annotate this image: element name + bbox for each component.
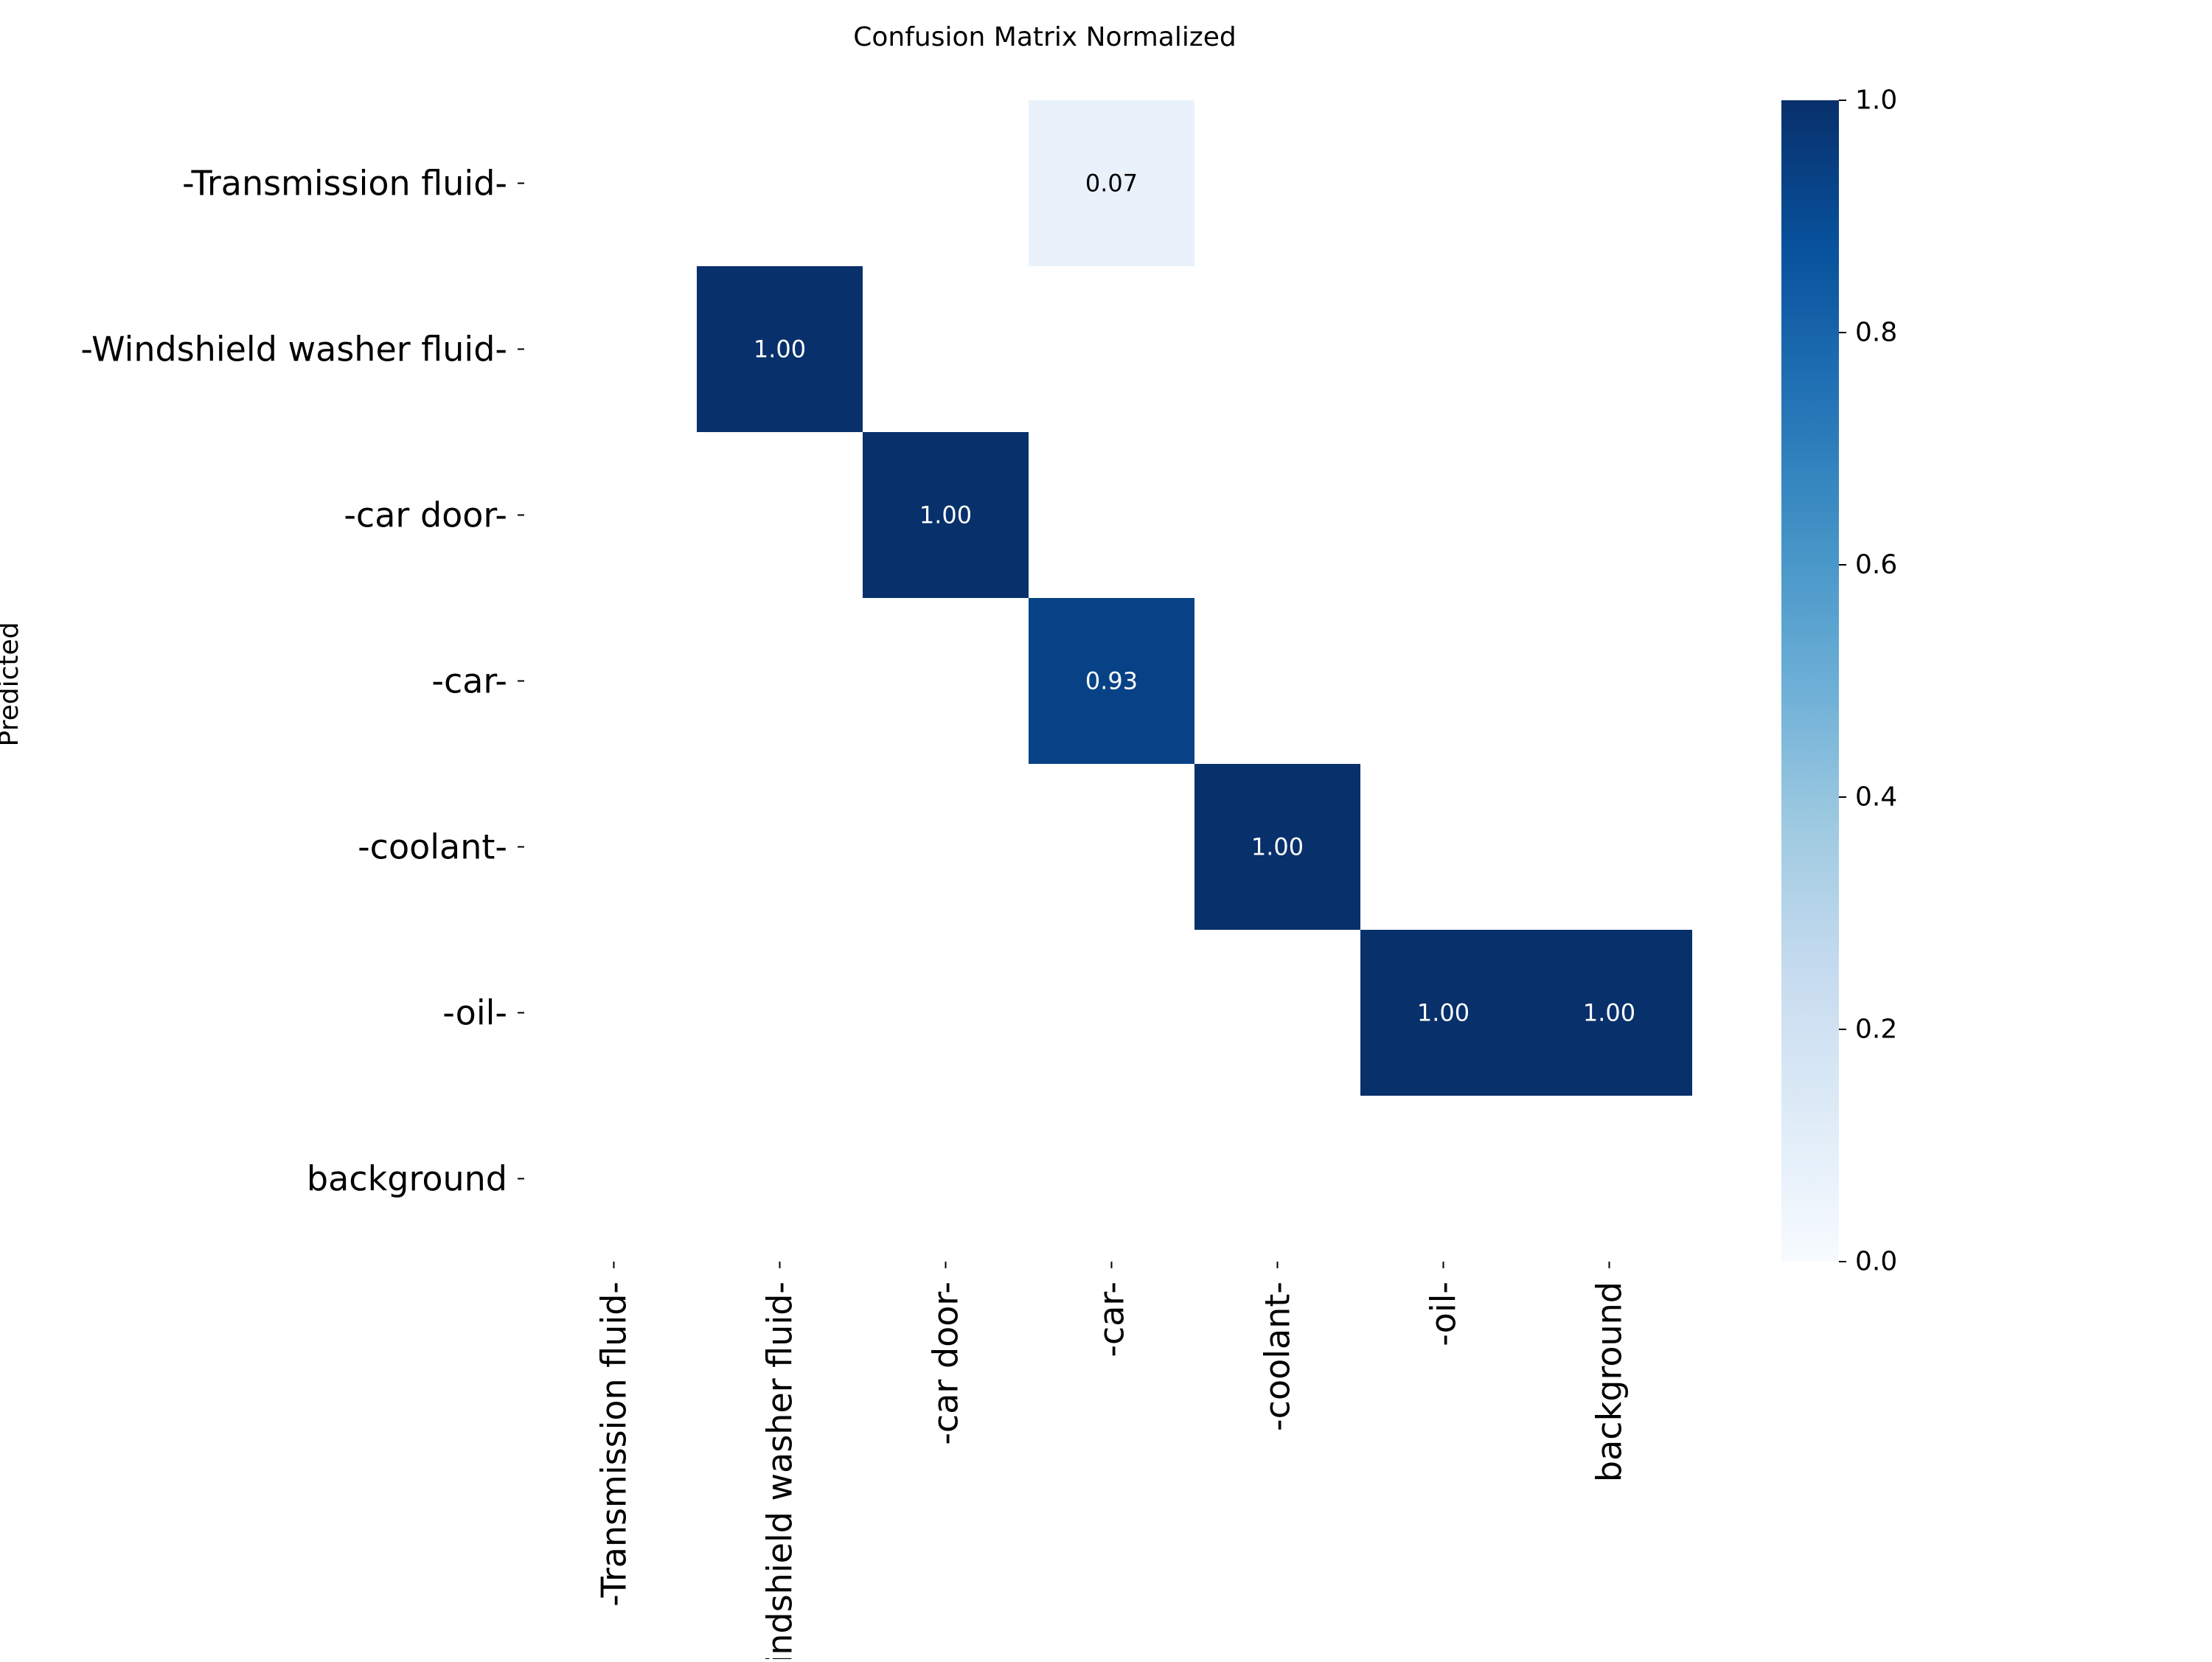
heatmap-cell	[1194, 764, 1360, 930]
x-axis-ticks: -Transmission fluid- -Windshield washer f…	[594, 1262, 1630, 1662]
colorbar-tick-label: 1.0	[1855, 86, 1897, 116]
heatmap-cell	[1360, 930, 1526, 1096]
cell-value-label: 1.00	[1583, 999, 1635, 1027]
cell-value-label: 0.93	[1085, 667, 1138, 695]
y-axis-label: Predicted	[0, 622, 24, 747]
heatmap-cell	[1029, 598, 1194, 764]
x-tick-label: -Transmission fluid-	[594, 1282, 634, 1607]
y-tick-label: -oil-	[442, 993, 507, 1033]
heatmap-cell	[1029, 100, 1194, 266]
y-tick-label: -Transmission fluid-	[182, 164, 507, 204]
colorbar-tick-label: 0.2	[1855, 1015, 1897, 1045]
heatmap-cells	[697, 100, 1692, 1096]
cell-value-label: 1.00	[919, 501, 972, 529]
chart-title: Confusion Matrix Normalized	[853, 22, 1236, 52]
x-tick-label: -Windshield washer fluid-	[760, 1282, 800, 1659]
x-tick-label: -oil-	[1424, 1282, 1464, 1346]
x-tick-label: -coolant-	[1258, 1282, 1298, 1431]
colorbar-gradient	[1781, 100, 1839, 1262]
x-tick-label: -car-	[1092, 1282, 1132, 1357]
y-tick-label: -car door-	[344, 496, 507, 535]
heatmap-cell	[863, 432, 1029, 598]
y-tick-label: -car-	[431, 661, 507, 701]
cell-value-label: 0.07	[1085, 170, 1138, 198]
y-tick-label: background	[307, 1159, 507, 1199]
cell-annotations: 0.07 1.00 1.00 0.93 1.00 1.00 1.00	[754, 170, 1635, 1027]
y-tick-label: -Windshield washer fluid-	[80, 330, 507, 369]
cell-value-label: 1.00	[754, 335, 806, 364]
heatmap-cell	[1526, 930, 1692, 1096]
y-axis-ticks: -Transmission fluid- -Windshield washer f…	[80, 164, 524, 1199]
colorbar-tick-label: 0.8	[1855, 318, 1897, 348]
colorbar-tick-label: 0.4	[1855, 782, 1897, 813]
cell-value-label: 1.00	[1251, 833, 1304, 861]
x-tick-label: -car door-	[926, 1282, 966, 1445]
y-tick-label: -coolant-	[358, 827, 507, 867]
heatmap-cell	[697, 266, 863, 432]
cell-value-label: 1.00	[1417, 999, 1470, 1027]
x-tick-label: background	[1590, 1282, 1630, 1482]
colorbar: 0.0 0.2 0.4 0.6 0.8 1.0	[1781, 86, 1897, 1277]
colorbar-tick-label: 0.0	[1855, 1247, 1897, 1277]
colorbar-tick-label: 0.6	[1855, 550, 1897, 580]
